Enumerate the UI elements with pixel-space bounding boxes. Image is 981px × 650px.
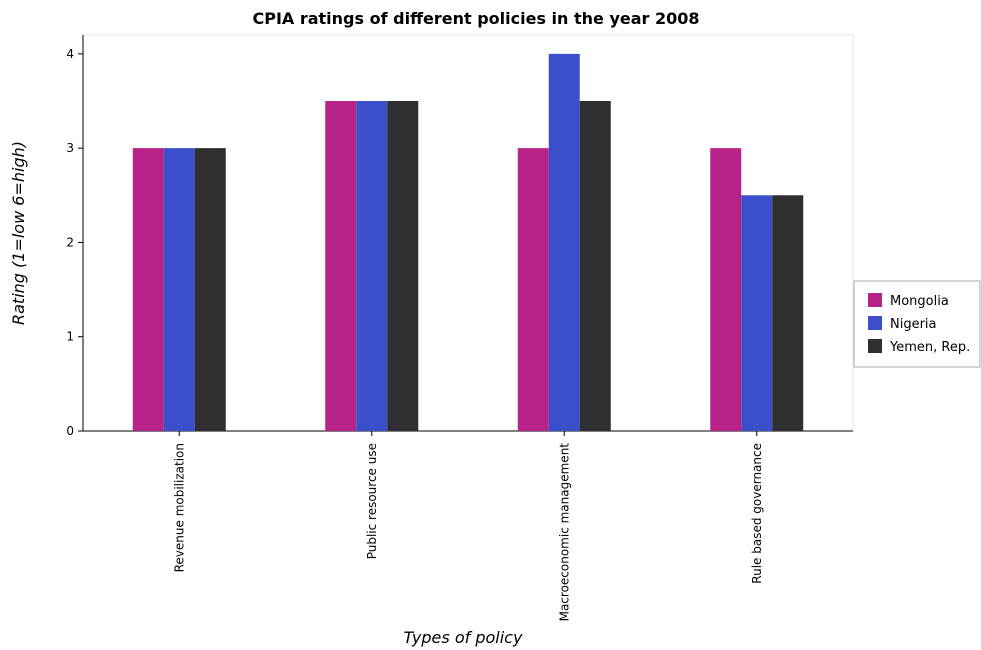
bar: [579, 101, 611, 431]
bar: [194, 148, 226, 431]
legend-label: Nigeria: [890, 317, 937, 332]
x-axis: Revenue mobilization Public resource use M…: [83, 430, 853, 622]
y-tick-label: 0: [66, 424, 74, 438]
legend-label: Yemen, Rep.: [889, 340, 970, 355]
bars-group: [132, 53, 804, 431]
bar: [163, 148, 195, 431]
legend-label: Mongolia: [890, 294, 949, 309]
legend-swatch: [868, 293, 882, 307]
bar: [741, 195, 773, 431]
legend: Mongolia Nigeria Yemen, Rep.: [853, 280, 981, 368]
y-tick-label: 1: [66, 330, 74, 344]
x-tick-label: Revenue mobilization: [172, 443, 186, 572]
x-tick-label: Public resource use: [365, 443, 379, 559]
x-tick-label: Rule based governance: [750, 443, 764, 584]
x-axis-title: Types of policy: [404, 628, 523, 647]
legend-swatch: [868, 339, 882, 353]
y-tick-label: 3: [66, 141, 74, 155]
bar: [387, 101, 419, 431]
y-tick-label: 2: [66, 235, 74, 249]
x-tick-label: Macroeconomic management: [557, 443, 571, 622]
bar: [132, 148, 164, 431]
bar: [548, 53, 580, 431]
y-tick-label: 4: [66, 47, 74, 61]
legend-swatch: [868, 316, 882, 330]
bar: [517, 148, 549, 431]
y-axis: 0 1 2 3 4: [66, 35, 84, 438]
chart-title: CPIA ratings of different policies in th…: [252, 9, 699, 28]
bar: [356, 101, 388, 431]
bar: [710, 148, 742, 431]
y-axis-title: Rating (1=low 6=high): [9, 141, 28, 325]
bar: [325, 101, 357, 431]
bar: [772, 195, 804, 431]
